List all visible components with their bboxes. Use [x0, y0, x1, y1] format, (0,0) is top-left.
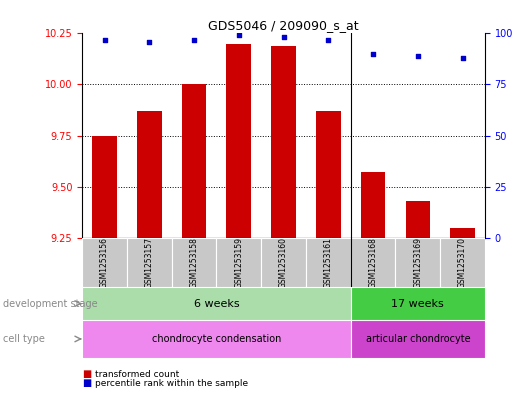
Bar [450, 228, 475, 238]
Text: 6 weeks: 6 weeks [193, 299, 239, 309]
FancyBboxPatch shape [127, 238, 172, 287]
Bar [182, 84, 206, 238]
Bar [226, 44, 251, 238]
Text: transformed count: transformed count [95, 370, 180, 378]
Point [369, 51, 377, 57]
Text: 17 weeks: 17 weeks [392, 299, 444, 309]
FancyBboxPatch shape [351, 238, 395, 287]
Text: GSM1253156: GSM1253156 [100, 237, 109, 288]
FancyBboxPatch shape [82, 320, 351, 358]
Text: GSM1253158: GSM1253158 [190, 237, 199, 288]
FancyBboxPatch shape [440, 238, 485, 287]
Bar [137, 111, 162, 238]
Point [413, 53, 422, 59]
Bar [316, 111, 341, 238]
Point [100, 37, 109, 43]
Bar [405, 201, 430, 238]
Text: ■: ■ [82, 369, 91, 379]
Bar [92, 136, 117, 238]
Point [279, 34, 288, 40]
Text: GSM1253169: GSM1253169 [413, 237, 422, 288]
Text: GSM1253160: GSM1253160 [279, 237, 288, 288]
Text: GSM1253159: GSM1253159 [234, 237, 243, 288]
Title: GDS5046 / 209090_s_at: GDS5046 / 209090_s_at [208, 19, 359, 32]
Text: articular chondrocyte: articular chondrocyte [366, 334, 470, 344]
FancyBboxPatch shape [395, 238, 440, 287]
FancyBboxPatch shape [82, 238, 127, 287]
Text: chondrocyte condensation: chondrocyte condensation [152, 334, 281, 344]
Text: GSM1253157: GSM1253157 [145, 237, 154, 288]
FancyBboxPatch shape [172, 238, 216, 287]
Text: percentile rank within the sample: percentile rank within the sample [95, 379, 249, 387]
FancyBboxPatch shape [216, 238, 261, 287]
FancyBboxPatch shape [261, 238, 306, 287]
Text: development stage: development stage [3, 299, 98, 309]
Point [458, 55, 467, 61]
Bar [271, 46, 296, 238]
Point [190, 37, 198, 43]
FancyBboxPatch shape [351, 287, 485, 320]
Text: GSM1253168: GSM1253168 [368, 237, 377, 288]
Text: GSM1253170: GSM1253170 [458, 237, 467, 288]
FancyBboxPatch shape [82, 287, 351, 320]
Point [324, 37, 332, 43]
Text: cell type: cell type [3, 334, 45, 344]
Text: GSM1253161: GSM1253161 [324, 237, 333, 288]
Text: ■: ■ [82, 378, 91, 388]
Point [145, 39, 154, 45]
FancyBboxPatch shape [306, 238, 351, 287]
Bar [361, 173, 385, 238]
FancyBboxPatch shape [351, 320, 485, 358]
Point [235, 32, 243, 39]
